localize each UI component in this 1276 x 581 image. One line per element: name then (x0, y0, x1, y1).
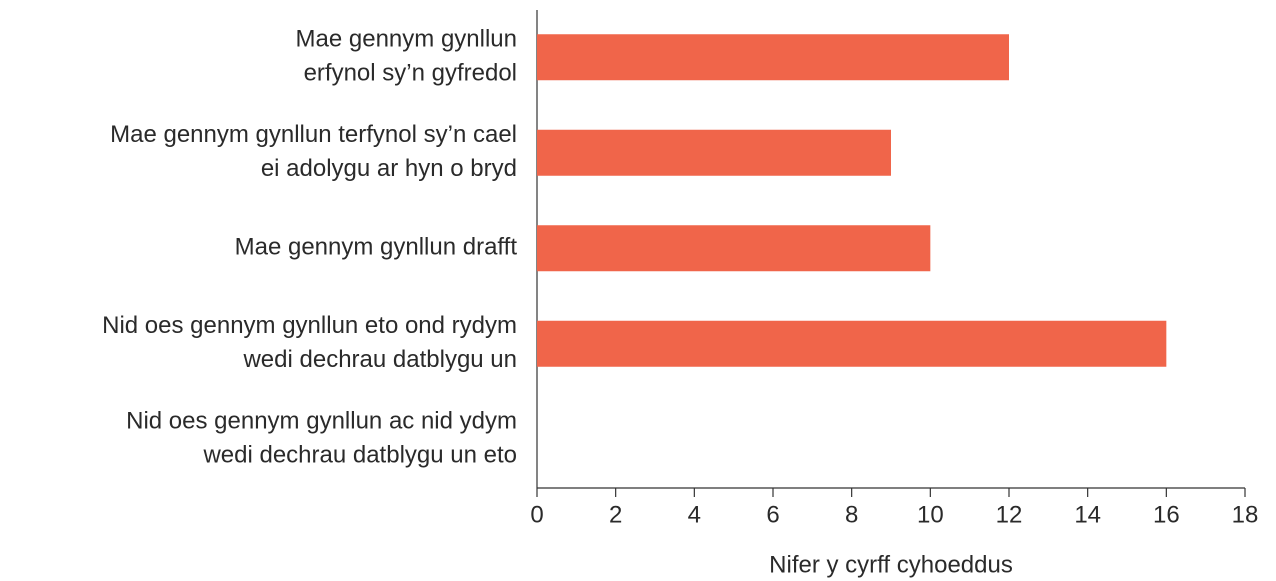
x-tick-label: 6 (766, 501, 779, 528)
y-tick-label: Nid oes gennym gynllun ac nid ydym (126, 408, 517, 435)
y-tick-label: Nid oes gennym gynllun eto ond rydym (102, 312, 517, 339)
x-tick-label: 16 (1153, 501, 1180, 528)
x-tick-label: 8 (845, 501, 858, 528)
x-tick-label: 4 (688, 501, 701, 528)
x-tick-label: 10 (917, 501, 944, 528)
x-tick-label: 0 (530, 501, 543, 528)
y-tick-label: Mae gennym gynllun terfynol sy’n cael (110, 121, 517, 148)
x-tick-label: 2 (609, 501, 622, 528)
x-tick-label: 18 (1232, 501, 1259, 528)
y-tick-label: ei adolygu ar hyn o bryd (261, 155, 517, 182)
bar (537, 320, 1167, 367)
y-tick-label: wedi dechrau datblygu un eto (202, 442, 517, 469)
y-tick-label: Mae gennym gynllun (296, 26, 517, 53)
y-tick-label: erfynol sy’n gyfredol (304, 60, 517, 87)
bar (537, 129, 891, 176)
bar (537, 225, 931, 272)
x-tick-label: 14 (1074, 501, 1101, 528)
y-tick-label: wedi dechrau datblygu un (242, 346, 517, 373)
y-tick-label: Mae gennym gynllun drafft (235, 234, 518, 261)
x-axis-title: Nifer y cyrff cyhoeddus (769, 551, 1013, 578)
x-tick-label: 12 (996, 501, 1023, 528)
bar (537, 34, 1009, 81)
